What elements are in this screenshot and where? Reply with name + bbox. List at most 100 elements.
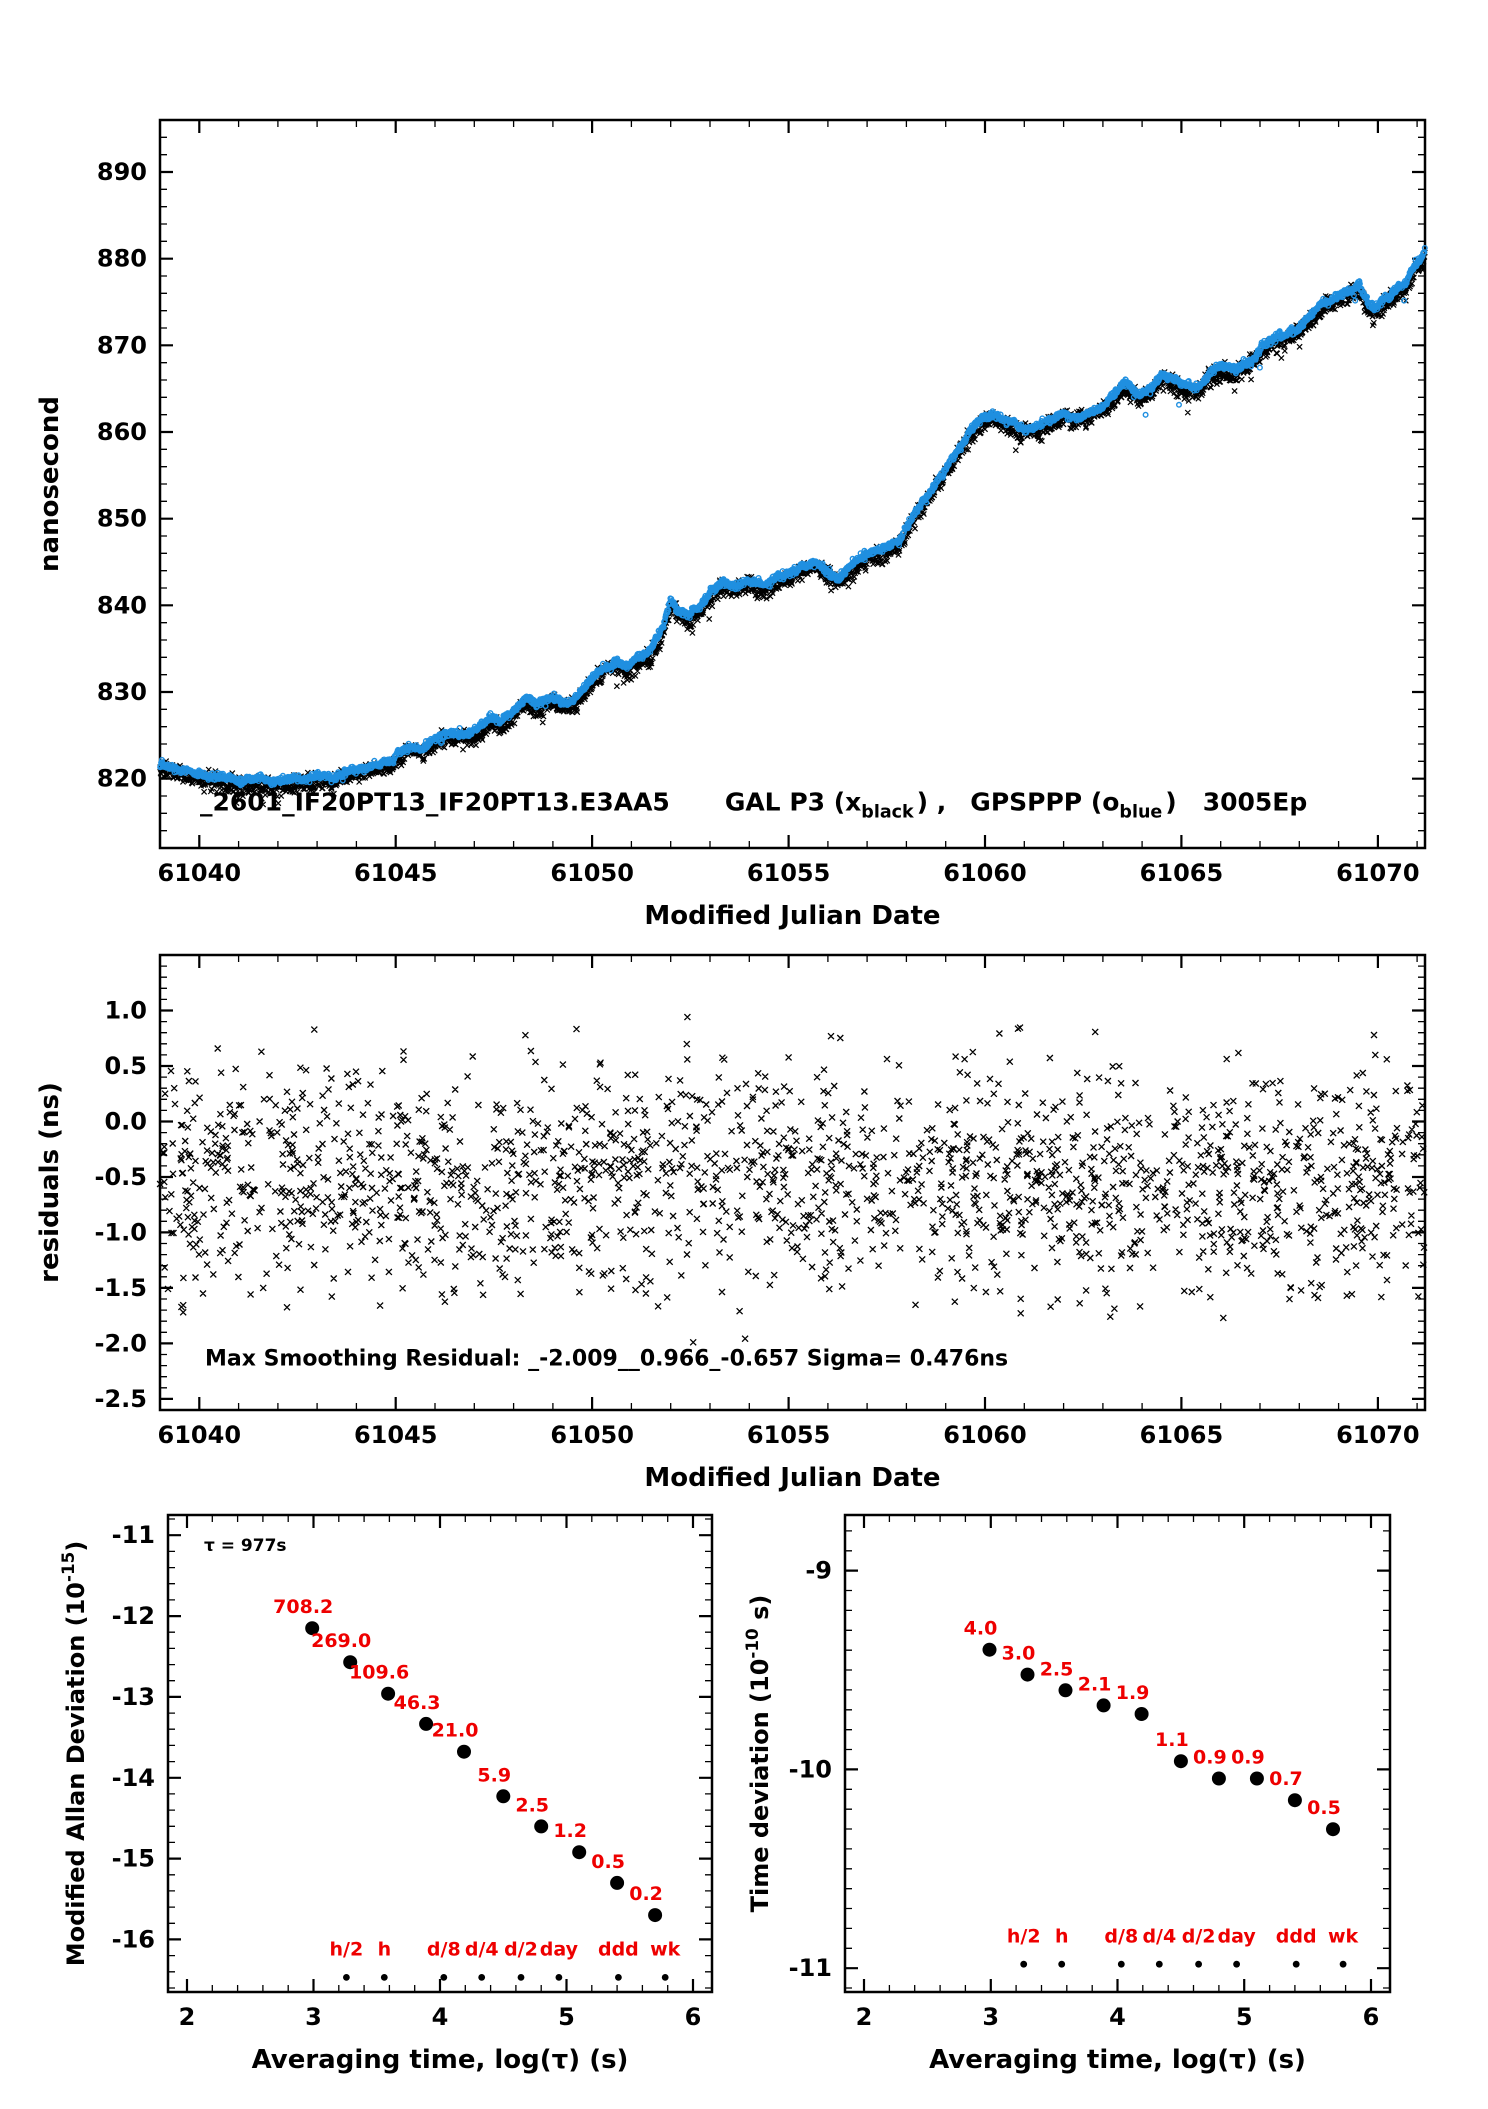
tau-marker-dot bbox=[1233, 1960, 1240, 1968]
phase-series-gal-p3-black-x bbox=[157, 249, 1428, 808]
residuals-minor-ticks bbox=[160, 955, 1425, 1410]
tau-marker-label: day bbox=[1218, 1925, 1257, 1947]
residuals-major-ticks bbox=[160, 955, 1425, 1410]
mdev-point-value-label: 5.9 bbox=[477, 1764, 511, 1786]
phase-xtick-label: 61055 bbox=[747, 859, 831, 887]
residuals-xtick-label: 61065 bbox=[1140, 1421, 1224, 1449]
mdev-ytick-label: -11 bbox=[112, 1521, 155, 1549]
tau-marker-label: d/4 bbox=[1142, 1925, 1176, 1947]
tdev-minor-ticks bbox=[845, 1515, 1390, 1992]
tdev-point-value-label: 0.9 bbox=[1231, 1746, 1265, 1768]
residuals-xtick-label: 61060 bbox=[943, 1421, 1027, 1449]
tau-marker-label: d/4 bbox=[465, 1939, 499, 1961]
phase-ytick-label: 870 bbox=[97, 331, 147, 359]
mdev-point bbox=[572, 1845, 587, 1860]
residuals-xtick-label: 61055 bbox=[747, 1421, 831, 1449]
phase-ytick-label: 880 bbox=[97, 245, 147, 273]
mdev-point-value-label: 0.2 bbox=[629, 1883, 663, 1905]
tau-marker-dot bbox=[1195, 1960, 1202, 1968]
phase-legend-annotation: _2601_IF20PT13_IF20PT13.E3AA5 GAL P3 (xbl… bbox=[200, 788, 1307, 823]
tau-marker-dot bbox=[1117, 1960, 1125, 1968]
phase-frame bbox=[158, 118, 1427, 850]
tau-marker-label: h/2 bbox=[330, 1939, 364, 1961]
mdev-point bbox=[496, 1789, 511, 1804]
tdev-point bbox=[1096, 1698, 1111, 1713]
tdev-point bbox=[1249, 1771, 1264, 1786]
mdev-point bbox=[457, 1744, 471, 1759]
tau-marker-label: wk bbox=[1328, 1925, 1359, 1947]
residuals-xtick-label: 61045 bbox=[354, 1421, 438, 1449]
mdev-y-axis-title: Modified Allan Deviation (10-15) bbox=[58, 1541, 90, 1967]
tau-marker-dot bbox=[343, 1974, 350, 1981]
residuals-panel: 61040 61045 61050 61055 61060 61065 61070 1.0 0.… bbox=[35, 953, 1428, 1493]
tau-marker-label: d/8 bbox=[427, 1939, 461, 1961]
phase-y-axis-title: nanosecond bbox=[35, 396, 65, 572]
tdev-xtick-label: 3 bbox=[982, 2003, 999, 2031]
tdev-point bbox=[1211, 1771, 1226, 1786]
tau-marker-label: ddd bbox=[1276, 1925, 1317, 1947]
tdev-panel: 2 3 4 5 6 -9 -10 -11 Averaging time, log(τ) (s) T… bbox=[742, 1513, 1392, 2075]
phase-x-axis-title: Modified Julian Date bbox=[644, 901, 940, 931]
phase-xtick-label: 61045 bbox=[354, 859, 438, 887]
mdev-point bbox=[648, 1908, 663, 1923]
mdev-panel: 2 3 4 5 6 -11 -12 -13 -14 -15 -16 Averaging time, l… bbox=[58, 1513, 714, 2075]
residuals-xtick-label: 61050 bbox=[550, 1421, 634, 1449]
mdev-major-ticks bbox=[168, 1515, 712, 1992]
phase-xtick-label: 61050 bbox=[550, 859, 634, 887]
tau-marker-label: d/2 bbox=[504, 1939, 538, 1961]
tau-marker-label: h bbox=[1055, 1925, 1069, 1947]
tau-marker-dot bbox=[555, 1974, 563, 1981]
residuals-ytick-label: -0.5 bbox=[95, 1163, 147, 1191]
mdev-x-axis-title: Averaging time, log(τ) (s) bbox=[252, 2045, 629, 2075]
mdev-point-value-label: 0.5 bbox=[591, 1851, 625, 1873]
mdev-point-value-label: 46.3 bbox=[394, 1692, 441, 1714]
mdev-frame bbox=[166, 1513, 714, 1994]
tau-marker-dot bbox=[1292, 1960, 1300, 1968]
residual-scatter bbox=[156, 1013, 1428, 1346]
mdev-point-value-label: 269.0 bbox=[311, 1630, 371, 1652]
residuals-ytick-label: -1.0 bbox=[95, 1218, 147, 1246]
mdev-ytick-label: -14 bbox=[112, 1764, 155, 1792]
mdev-ytick-label: -16 bbox=[112, 1925, 155, 1953]
tau-marker-dot bbox=[1058, 1960, 1066, 1968]
tdev-point-value-label: 3.0 bbox=[1002, 1643, 1036, 1665]
tau-marker-label: d/2 bbox=[1182, 1925, 1216, 1947]
residuals-x-axis-title: Modified Julian Date bbox=[644, 1463, 940, 1493]
tdev-point bbox=[1058, 1683, 1073, 1698]
tdev-xtick-label: 6 bbox=[1363, 2003, 1380, 2031]
tdev-point bbox=[982, 1642, 997, 1657]
phase-minor-ticks bbox=[160, 120, 1425, 848]
mdev-point-value-label: 708.2 bbox=[273, 1596, 333, 1618]
residuals-y-axis-title: residuals (ns) bbox=[35, 1082, 65, 1283]
tau-marker-label: h bbox=[378, 1939, 392, 1961]
tdev-point bbox=[1173, 1754, 1188, 1769]
tdev-point-value-label: 0.9 bbox=[1193, 1746, 1227, 1768]
phase-xtick-label: 61065 bbox=[1140, 859, 1224, 887]
tdev-point-value-label: 2.1 bbox=[1078, 1673, 1112, 1695]
residuals-ytick-label: 1.0 bbox=[104, 996, 147, 1024]
tdev-point bbox=[1134, 1707, 1149, 1721]
tdev-x-axis-title: Averaging time, log(τ) (s) bbox=[929, 2045, 1306, 2075]
phase-ytick-label: 860 bbox=[97, 418, 147, 446]
tdev-xtick-label: 5 bbox=[1236, 2003, 1253, 2031]
phase-series-gpsppp-blue-o bbox=[157, 245, 1428, 789]
tdev-ytick-label: -11 bbox=[789, 1954, 832, 1982]
tdev-point bbox=[1287, 1793, 1302, 1808]
mdev-minor-ticks bbox=[168, 1515, 712, 1992]
mdev-xtick-label: 3 bbox=[305, 2003, 322, 2031]
residuals-ytick-label: -2.0 bbox=[95, 1329, 147, 1357]
phase-ytick-label: 830 bbox=[97, 678, 147, 706]
phase-xtick-label: 61040 bbox=[158, 859, 242, 887]
tdev-point-value-label: 4.0 bbox=[964, 1618, 998, 1640]
mdev-point bbox=[381, 1686, 396, 1701]
mdev-ytick-label: -12 bbox=[112, 1602, 155, 1630]
tau-marker-dot bbox=[661, 1974, 669, 1981]
tdev-point bbox=[1326, 1822, 1340, 1837]
tau-marker-dot bbox=[380, 1974, 388, 1981]
residuals-ytick-label: 0.0 bbox=[104, 1107, 147, 1135]
tau-note: τ = 977s bbox=[204, 1536, 287, 1556]
mdev-point bbox=[610, 1875, 625, 1890]
tau-marker-dot bbox=[1339, 1960, 1347, 1968]
tdev-xtick-label: 2 bbox=[856, 2003, 873, 2031]
mdev-ytick-label: -15 bbox=[112, 1845, 155, 1873]
